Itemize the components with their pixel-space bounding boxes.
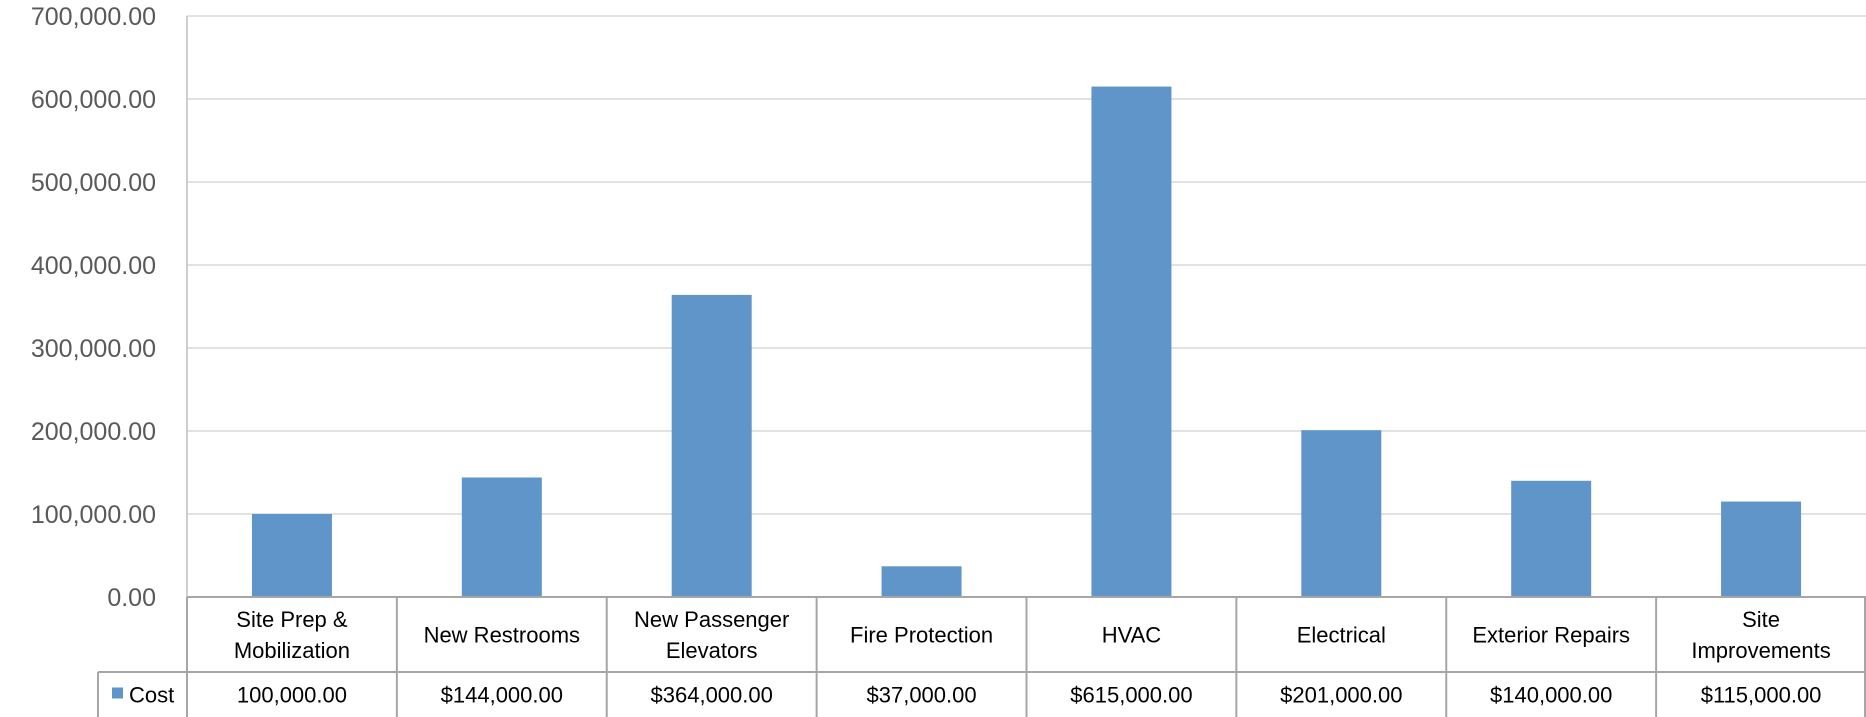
y-tick-label: 300,000.00 [31,335,156,363]
table-value-cell: $615,000.00 [1070,683,1192,708]
category-label: Mobilization [234,638,350,663]
category-label: Elevators [666,638,758,663]
table-value-cell: $37,000.00 [867,683,977,708]
bar-4 [881,566,962,597]
category-label: New Passenger [634,607,789,632]
category-label: Improvements [1691,638,1830,663]
data-table: Site Prep & Mobilization New Restrooms New … [97,596,1866,717]
table-value-cell: 100,000.00 [237,683,347,708]
category-label: Electrical [1297,623,1386,648]
bar-8 [1721,501,1802,597]
category-label: Fire Protection [850,623,993,648]
bar-5 [1091,86,1172,598]
table-value-cell: $364,000.00 [651,683,773,708]
y-tick-label: 0.00 [107,584,156,612]
bar-1 [251,514,332,597]
table-value-cell: $115,000.00 [1701,683,1822,708]
category-label: Site Prep & [236,607,348,632]
y-tick-label: 400,000.00 [31,252,156,280]
y-tick-label: 600,000.00 [31,86,156,114]
table-value-cell: $144,000.00 [441,683,563,708]
category-label: Site [1742,607,1780,632]
bar-7 [1511,480,1592,597]
bar-6 [1301,430,1382,597]
gridlines [187,15,1866,515]
category-label: HVAC [1102,623,1162,648]
category-label: Exterior Repairs [1472,623,1630,648]
table-value-cell: $140,000.00 [1490,683,1612,708]
y-axis: 0.00 100,000.00 200,000.00 300,000.00 400,00… [31,3,188,612]
legend-label-cost: Cost [129,683,174,708]
y-tick-label: 200,000.00 [31,418,156,446]
bar-3 [671,294,752,597]
table-value-cell: $201,000.00 [1280,683,1402,708]
legend-key-cost [112,687,123,699]
y-tick-label: 100,000.00 [31,501,156,529]
y-tick-label: 700,000.00 [31,3,156,31]
bar-2 [461,477,542,597]
bar-series-cost [251,86,1802,598]
category-label: New Restrooms [424,623,580,648]
y-tick-label: 500,000.00 [31,169,156,197]
